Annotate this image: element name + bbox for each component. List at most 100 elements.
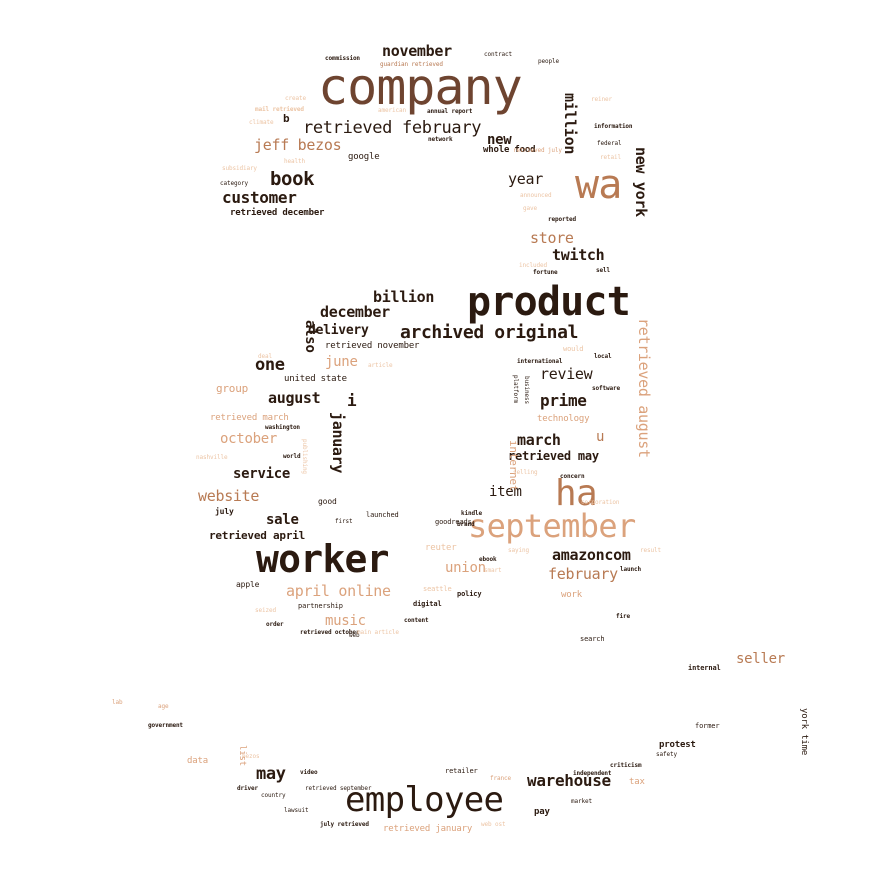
word-whole-food: whole food: [483, 145, 536, 155]
word-included: included: [519, 262, 547, 269]
word-subsidiary: subsidiary: [222, 165, 257, 172]
word-store: store: [530, 229, 574, 247]
word-goodreads: goodreads: [435, 518, 472, 526]
word-technology: technology: [537, 414, 590, 424]
word-november: november: [382, 42, 452, 60]
word-retrieved-march: retrieved march: [210, 413, 289, 423]
word-web-ost: web ost: [481, 821, 506, 828]
word-publishing: publishing: [301, 439, 308, 474]
word-market: market: [571, 798, 592, 805]
word-retrieved-february: retrieved february: [303, 118, 482, 138]
word-new-york: new york: [632, 147, 650, 217]
word-digital: digital: [413, 600, 442, 608]
word-april-online: april online: [286, 582, 391, 600]
word-march: march: [517, 431, 561, 449]
word-august: august: [268, 389, 321, 407]
word-retrieved-december: retrieved december: [230, 208, 325, 218]
word-mail-retrieved: mail retrieved: [255, 106, 304, 113]
word-may: may: [256, 764, 286, 784]
word-protest: protest: [659, 740, 696, 750]
word-united-state: united state: [284, 374, 347, 384]
word-seized: seized: [255, 607, 276, 614]
word-announced: announced: [520, 192, 552, 199]
word-wa: wa: [575, 162, 622, 208]
word-france: france: [490, 775, 511, 782]
word-washington: washington: [265, 424, 300, 431]
word-list: list: [237, 745, 247, 766]
word-independent: independent: [573, 770, 612, 777]
word-service: service: [233, 466, 291, 482]
word-september: september: [468, 507, 636, 545]
word-platform: platform: [512, 375, 519, 403]
word-climate: climate: [249, 119, 274, 126]
word-retrieved-october: retrieved october: [300, 629, 360, 636]
word-former: former: [695, 722, 720, 730]
word-people: people: [538, 58, 559, 65]
word-network: network: [428, 136, 453, 143]
word-driver: driver: [237, 785, 258, 792]
word-age: age: [158, 703, 169, 710]
word-brand: brand: [457, 521, 475, 528]
word-local: local: [594, 353, 612, 360]
word-seller: seller: [736, 651, 785, 667]
word-american: american: [378, 107, 406, 114]
word-sell: sell: [596, 267, 610, 274]
word-reported: reported: [548, 216, 576, 223]
word-i: i: [347, 391, 357, 410]
word-july-retrieved: july retrieved: [320, 821, 369, 828]
word-customer: customer: [222, 188, 297, 207]
word-lawsuit: lawsuit: [284, 807, 309, 814]
word-jeff-bezos: jeff bezos: [254, 136, 342, 154]
word-new: new: [487, 132, 512, 148]
word-policy: policy: [457, 590, 482, 598]
word-main-article: main article: [357, 629, 399, 636]
word-january: january: [329, 412, 347, 474]
word-fire: fire: [616, 613, 630, 620]
word-nashville: nashville: [196, 454, 228, 461]
word-launch: launch: [620, 566, 641, 573]
word-retrieved-july: retrieved july: [513, 147, 562, 154]
word-twitch: twitch: [552, 246, 605, 264]
word-search: search: [580, 635, 605, 643]
word-june: june: [325, 354, 358, 370]
word-fortune: fortune: [533, 269, 558, 276]
word-federal: federal: [597, 140, 622, 147]
word-first: first: [335, 518, 353, 525]
word-delivery: delivery: [308, 323, 369, 338]
word-product: product: [467, 279, 631, 325]
word-retrieved-may: retrieved may: [508, 449, 599, 463]
word-lab: lab: [112, 699, 123, 706]
word-country: country: [261, 792, 286, 799]
word-book: book: [270, 168, 315, 190]
word-annual-report: annual report: [427, 108, 473, 115]
word-contract: contract: [484, 51, 512, 58]
word-selling: selling: [513, 469, 538, 476]
word-apple: apple: [236, 580, 260, 589]
word-video: video: [300, 769, 318, 776]
word-kindle: kindle: [461, 510, 482, 517]
word-december: december: [320, 303, 390, 321]
word-item: item: [489, 484, 522, 500]
word-order: order: [266, 621, 284, 628]
word-retrieved-january: retrieved january: [383, 824, 473, 834]
word-also: also: [302, 320, 318, 353]
word-international: international: [517, 358, 563, 365]
word-google: google: [348, 152, 380, 162]
word-retail: retail: [600, 154, 621, 161]
word-commission: commission: [325, 55, 360, 62]
word-pay: pay: [534, 807, 550, 817]
word-information: information: [594, 123, 633, 130]
word-retailer: retailer: [445, 767, 478, 775]
word-tax: tax: [629, 777, 645, 787]
word-seattle: seattle: [423, 585, 452, 593]
word-review: review: [540, 365, 593, 383]
word-group: group: [216, 382, 249, 395]
word-ebook: ebook: [479, 556, 497, 563]
word-good: good: [318, 497, 337, 506]
word-data: data: [187, 756, 208, 766]
word-saying: saying: [508, 547, 529, 554]
word-content: content: [404, 617, 429, 624]
word-government: government: [148, 722, 183, 729]
word-billion: billion: [373, 288, 435, 306]
